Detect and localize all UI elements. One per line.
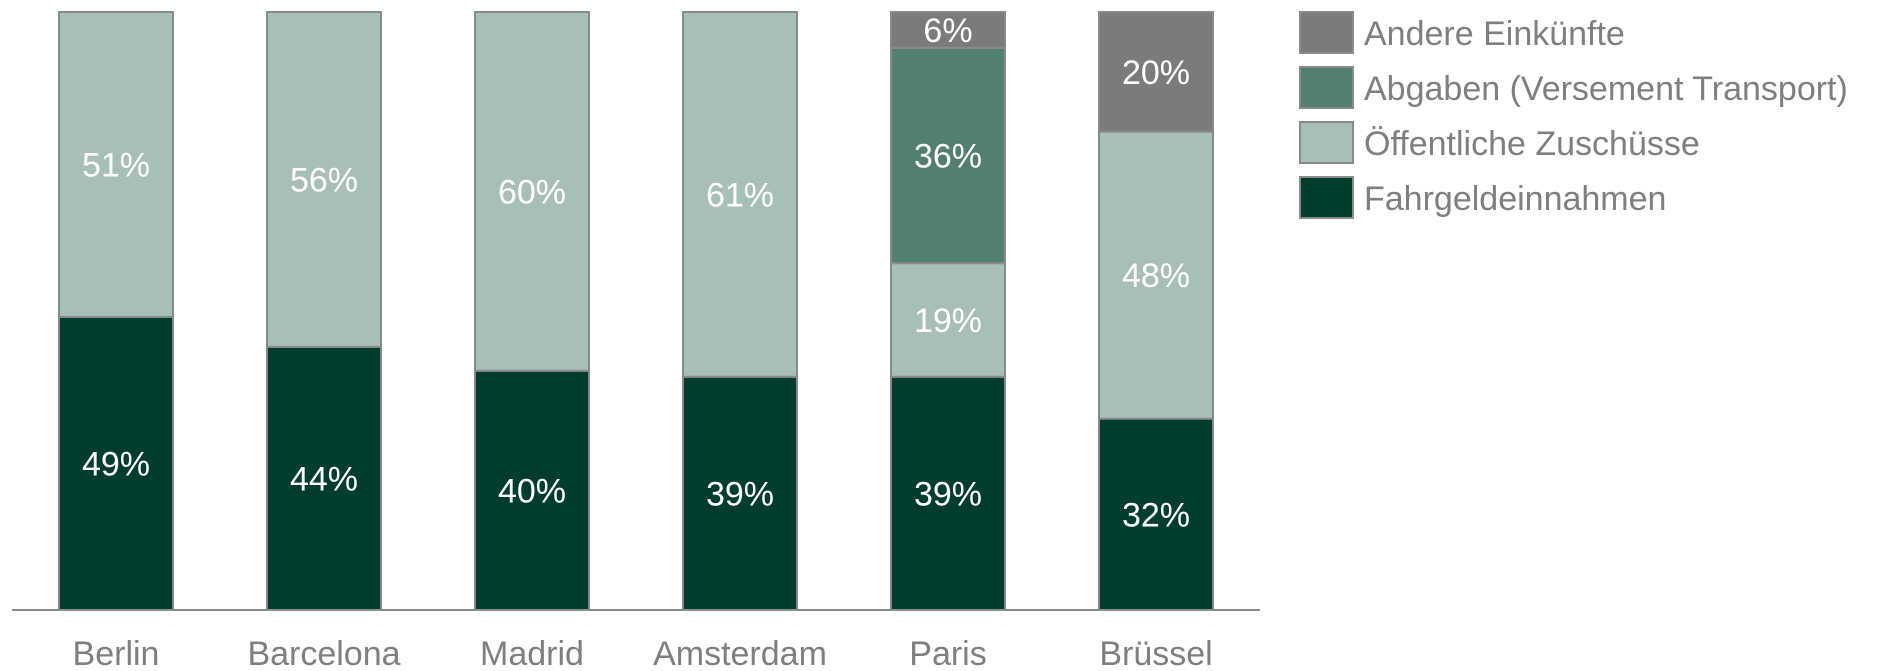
- data-label-madrid-fahrgeldeinnahmen: 40%: [498, 472, 566, 510]
- data-label-berlin-fahrgeldeinnahmen: 49%: [82, 445, 150, 483]
- category-label-berlin: Berlin: [73, 635, 160, 671]
- legend-swatch-fahrgeldeinnahmen: [1299, 176, 1354, 219]
- bar-bruessel-andere-einkuenfte: [1098, 11, 1214, 133]
- category-label-amsterdam: Amsterdam: [653, 635, 827, 671]
- data-label-barcelona-fahrgeldeinnahmen: 44%: [290, 460, 358, 498]
- data-label-bruessel-andere-einkuenfte: 20%: [1122, 54, 1190, 92]
- bars-layer: 49% 51% 44% 56% 40% 60% 39% 61% 39% 19% 36% 6% 32% 48…: [58, 11, 1214, 612]
- bar-berlin-fahrgeldeinnahmen: [58, 315, 174, 611]
- bar-madrid-fahrgeldeinnahmen: [474, 369, 590, 611]
- data-label-amsterdam-oeffentliche-zuschuesse: 61%: [706, 176, 774, 214]
- legend-swatch-andere-einkuenfte: [1299, 11, 1354, 54]
- data-label-paris-oeffentliche-zuschuesse: 19%: [914, 302, 982, 340]
- legend-swatch-oeffentliche-zuschuesse: [1299, 121, 1354, 164]
- category-label-barcelona: Barcelona: [247, 635, 400, 671]
- legend-label-andere-einkuenfte: Andere Einkünfte: [1364, 15, 1625, 53]
- legend-label-fahrgeldeinnahmen: Fahrgeldeinnahmen: [1364, 180, 1666, 218]
- data-label-bruessel-oeffentliche-zuschuesse: 48%: [1122, 257, 1190, 295]
- bar-paris-andere-einkuenfte: [890, 11, 1006, 49]
- legend: Andere Einkünfte Abgaben (Versement Trans…: [1299, 11, 1848, 219]
- data-label-madrid-oeffentliche-zuschuesse: 60%: [498, 173, 566, 211]
- data-label-paris-abgaben-versement-transport: 36%: [914, 138, 982, 176]
- data-label-amsterdam-fahrgeldeinnahmen: 39%: [706, 475, 774, 513]
- category-label-madrid: Madrid: [480, 635, 584, 671]
- bar-barcelona-oeffentliche-zuschuesse: [266, 11, 382, 348]
- bar-berlin-oeffentliche-zuschuesse: [58, 11, 174, 318]
- bar-paris-oeffentliche-zuschuesse: [890, 262, 1006, 378]
- legend-label-oeffentliche-zuschuesse: Öffentliche Zuschüsse: [1364, 125, 1700, 163]
- data-label-berlin-oeffentliche-zuschuesse: 51%: [82, 146, 150, 184]
- data-label-paris-andere-einkuenfte: 6%: [923, 12, 972, 50]
- legend-label-abgaben-versement-transport: Abgaben (Versement Transport): [1364, 70, 1848, 108]
- bar-madrid-oeffentliche-zuschuesse: [474, 11, 590, 372]
- legend-swatch-abgaben-versement-transport: [1299, 66, 1354, 109]
- bar-paris-abgaben-versement-transport: [890, 46, 1006, 265]
- category-label-bruessel: Brüssel: [1099, 635, 1212, 671]
- data-label-paris-fahrgeldeinnahmen: 39%: [914, 475, 982, 513]
- data-label-bruessel-fahrgeldeinnahmen: 32%: [1122, 496, 1190, 534]
- bar-amsterdam-oeffentliche-zuschuesse: [682, 11, 798, 378]
- category-label-paris: Paris: [909, 635, 986, 671]
- data-label-barcelona-oeffentliche-zuschuesse: 56%: [290, 161, 358, 199]
- category-labels: Berlin Barcelona Madrid Amsterdam Paris Brüss…: [73, 635, 1213, 671]
